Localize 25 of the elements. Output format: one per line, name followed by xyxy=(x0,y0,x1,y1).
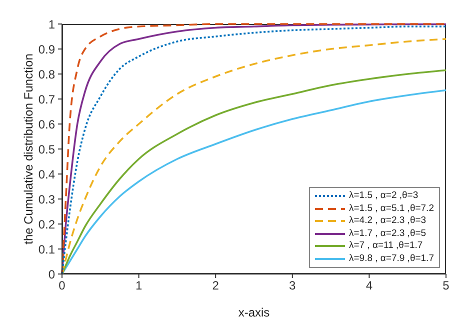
y-tick-label: 0.2 xyxy=(38,217,56,232)
legend-label: λ=1.5 , α=2 ,θ=3 xyxy=(349,190,418,202)
y-tick-label: 0.9 xyxy=(38,42,56,56)
x-tick-label: 4 xyxy=(366,278,373,293)
y-tick-label: 0.6 xyxy=(38,117,56,132)
y-tick-label: 0.3 xyxy=(38,192,56,206)
x-tick-label: 2 xyxy=(212,278,220,293)
legend-label: λ=4.2 , α=2.3 ,θ=3 xyxy=(349,215,426,228)
y-tick-label: 0.4 xyxy=(38,167,56,182)
y-tick-label: 0.7 xyxy=(38,92,56,106)
y-tick-label: 0.1 xyxy=(38,242,56,256)
y-tick-label: 1 xyxy=(48,17,56,32)
x-tick-label: 3 xyxy=(289,278,296,293)
y-tick-label: 0.8 xyxy=(38,67,56,82)
x-axis-title: x-axis xyxy=(238,306,270,320)
legend-label: λ=1.7 , α=2.3 ,θ=5 xyxy=(349,228,426,240)
legend-label: λ=9.8 , α=7.9 ,θ=1.7 xyxy=(349,252,434,265)
legend-label: λ=1.5 , α=5.1 ,θ=7.2 xyxy=(349,202,434,215)
x-tick-label: 1 xyxy=(135,278,142,293)
legend-label: λ=7 , α=11 ,θ=1.7 xyxy=(349,240,423,252)
y-axis-title: the Cumulative distribution Function xyxy=(21,54,36,244)
y-tick-label: 0 xyxy=(48,267,56,282)
y-tick-label: 0.5 xyxy=(38,142,56,156)
x-tick-label: 5 xyxy=(442,278,450,293)
x-tick-label: 0 xyxy=(58,278,66,293)
